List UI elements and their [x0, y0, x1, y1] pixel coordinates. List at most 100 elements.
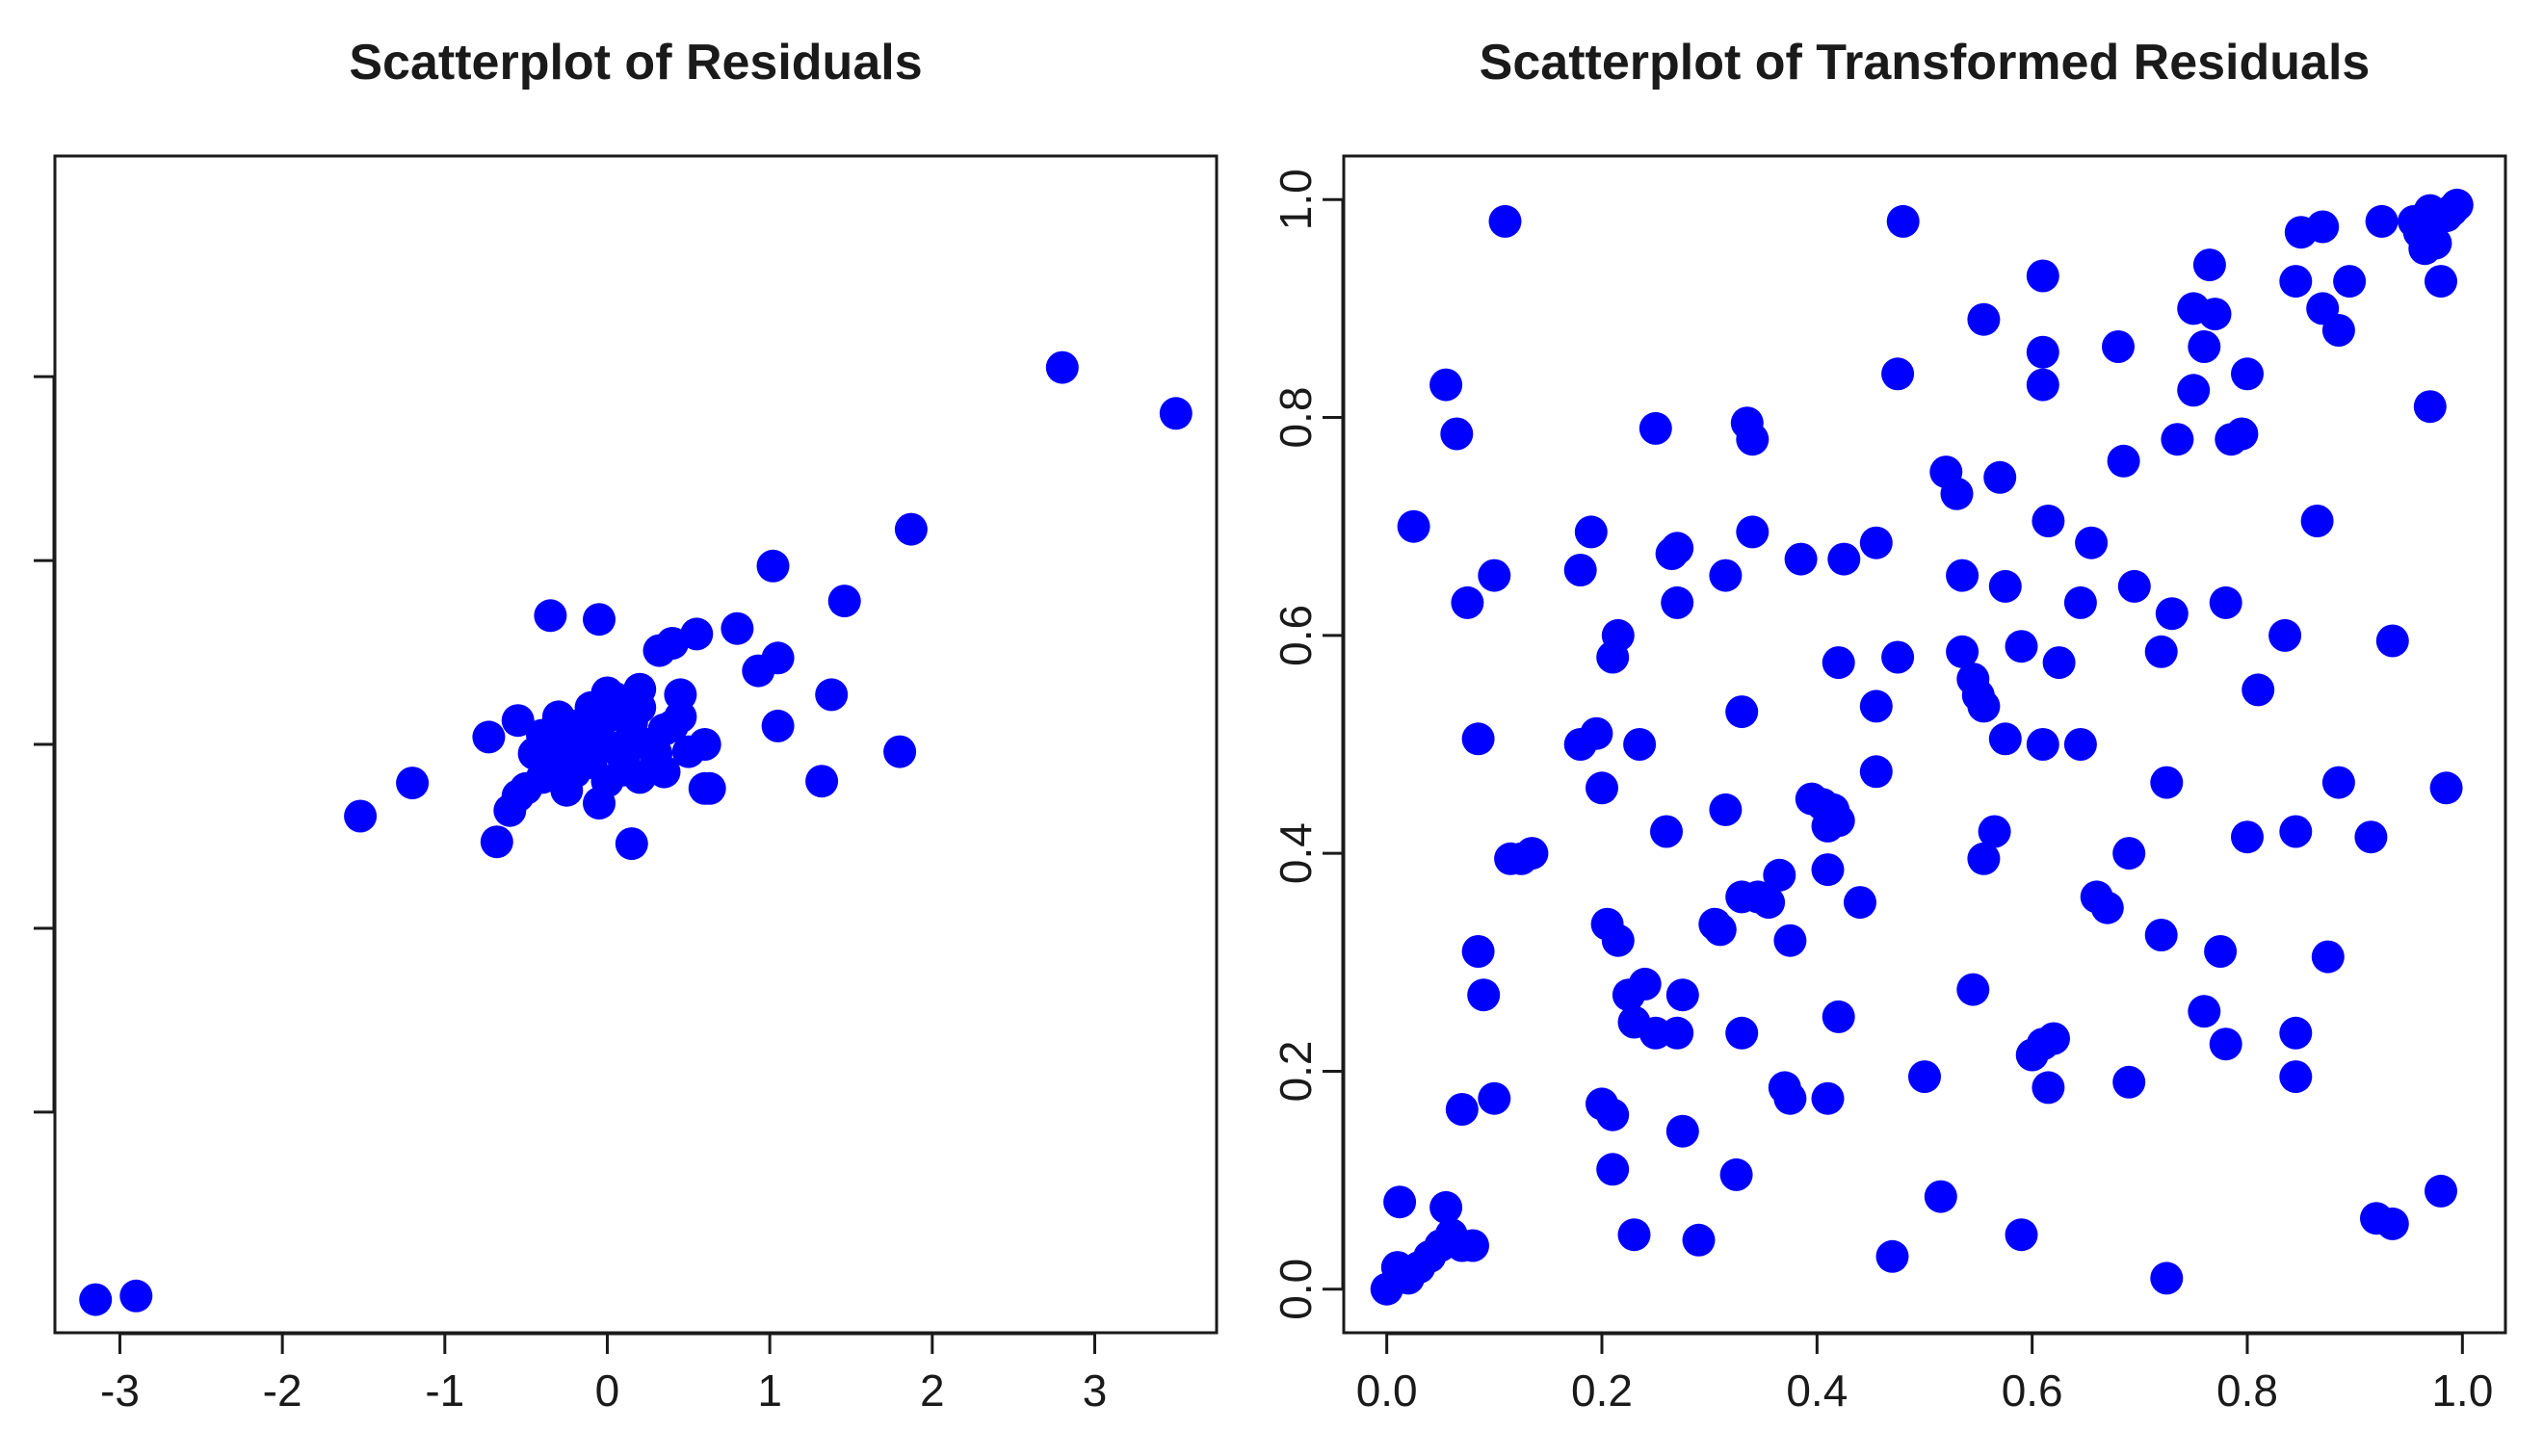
data-point: [1752, 886, 1786, 920]
data-point: [1988, 569, 2022, 603]
data-point: [2279, 1016, 2313, 1050]
data-point: [742, 654, 775, 688]
data-point: [1967, 842, 2001, 875]
data-point: [2231, 357, 2264, 391]
data-point: [2042, 646, 2076, 680]
data-point: [2075, 526, 2109, 559]
data-points: [1370, 188, 2474, 1306]
data-point: [1596, 1153, 1630, 1186]
y-tick-label: 0.2: [1271, 1040, 1321, 1102]
data-point: [1967, 689, 2001, 723]
data-point: [1159, 397, 1193, 430]
data-point: [534, 599, 567, 633]
data-point: [1978, 815, 2011, 848]
data-point: [2365, 204, 2399, 238]
y-tick-label: 0.6: [1271, 605, 1321, 666]
data-point: [1451, 585, 1484, 619]
data-point: [2440, 188, 2474, 221]
data-point: [2279, 1060, 2313, 1094]
data-point: [1650, 815, 1683, 848]
data-point: [2425, 1174, 2457, 1208]
data-point: [2413, 390, 2447, 424]
data-point: [2063, 585, 2097, 619]
data-point: [642, 634, 676, 667]
data-point: [883, 735, 917, 768]
residuals-scatterplot: Scatterplot of Residuals -3 -2 -1 0 1 2 3: [34, 35, 1219, 1416]
data-point: [1429, 368, 1463, 402]
x-axis: -3 -2 -1 0 1 2 3: [100, 1332, 1107, 1416]
data-point: [2242, 673, 2275, 707]
data-point: [1617, 1218, 1651, 1252]
data-point: [2102, 330, 2135, 363]
x-tick-label: -1: [425, 1365, 464, 1416]
data-point: [1709, 793, 1743, 826]
data-point: [2429, 771, 2463, 805]
x-tick-label: 0.2: [1571, 1365, 1633, 1416]
data-point: [2354, 820, 2388, 854]
x-tick-label: 0.4: [1786, 1365, 1848, 1416]
data-point: [1822, 646, 1855, 680]
data-point: [1956, 973, 1990, 1006]
data-point: [2037, 1022, 2070, 1055]
data-point: [1628, 967, 1662, 1001]
data-point: [1661, 532, 1694, 565]
data-point: [1983, 460, 2017, 494]
data-point: [2188, 995, 2221, 1028]
data-point: [79, 1283, 113, 1316]
data-point: [2204, 935, 2238, 968]
data-point: [1639, 411, 1672, 445]
data-point: [2321, 314, 2355, 347]
data-point: [2026, 335, 2059, 369]
data-point: [815, 678, 849, 712]
data-point: [1822, 804, 1855, 838]
data-point: [1875, 1239, 1909, 1273]
x-tick-label: 1.0: [2431, 1365, 2493, 1416]
data-point: [2144, 635, 2178, 668]
y-tick-label: 1.0: [1271, 169, 1321, 230]
data-point: [1661, 1016, 1694, 1050]
data-point: [1563, 554, 1597, 586]
data-point: [693, 771, 726, 805]
data-point: [2005, 1218, 2038, 1252]
data-point: [598, 682, 632, 715]
x-axis: 0.0 0.2 0.4 0.6 0.8 1.0: [1356, 1332, 2493, 1416]
data-point: [1601, 618, 1635, 652]
data-point: [1661, 585, 1694, 619]
data-point: [2161, 423, 2194, 456]
data-point: [550, 728, 584, 761]
y-axis: 0.0 0.2 0.4 0.6 0.8 1.0: [1271, 169, 1345, 1320]
data-point: [2026, 259, 2059, 293]
data-point: [1827, 542, 1861, 576]
data-point: [1811, 853, 1845, 887]
data-point: [1859, 689, 1893, 723]
x-tick-label: 0.6: [2002, 1365, 2063, 1416]
data-point: [541, 700, 575, 734]
data-point: [1665, 1114, 1699, 1148]
y-axis: [34, 375, 56, 1114]
data-point: [647, 755, 681, 789]
data-point: [493, 793, 527, 827]
y-tick-label: 0.8: [1271, 387, 1321, 449]
data-point: [1859, 755, 1893, 789]
data-point: [2155, 597, 2189, 631]
data-point: [615, 706, 648, 740]
data-point: [2419, 226, 2452, 260]
data-point: [1461, 722, 1495, 756]
data-point: [1467, 978, 1501, 1012]
data-point: [1383, 1185, 1417, 1219]
data-point: [1397, 509, 1430, 543]
data-point: [2117, 569, 2151, 603]
data-point: [2306, 210, 2340, 244]
data-point: [1429, 1190, 1463, 1224]
data-point: [1725, 695, 1759, 729]
data-point: [574, 746, 608, 780]
data-point: [2150, 1261, 2184, 1295]
data-point: [1478, 559, 1511, 592]
data-point: [2279, 815, 2313, 848]
data-point: [2425, 265, 2457, 299]
data-point: [894, 512, 928, 546]
data-point: [1709, 559, 1743, 592]
data-point: [761, 709, 795, 742]
data-point: [2026, 728, 2059, 761]
